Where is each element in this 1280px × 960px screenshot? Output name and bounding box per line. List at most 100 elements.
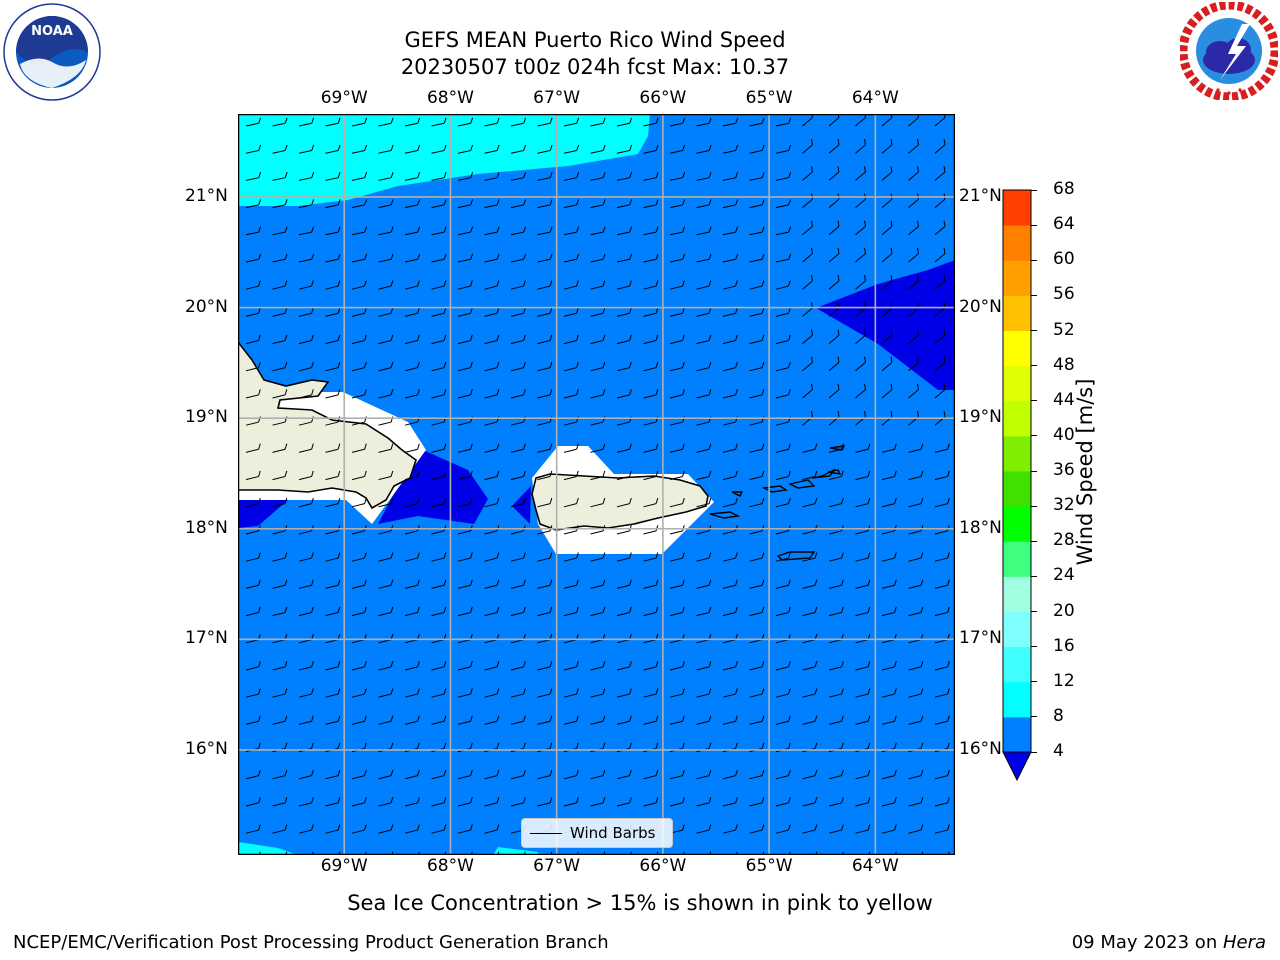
wind-barb xyxy=(537,579,553,589)
map-title: GEFS MEAN Puerto Rico Wind Speed xyxy=(404,28,786,52)
wind-barb xyxy=(881,797,897,807)
wind-barb xyxy=(775,579,791,589)
wind-barb xyxy=(431,361,447,372)
wind-barb xyxy=(908,383,919,399)
wind-barb xyxy=(934,329,946,344)
wind-barb xyxy=(457,361,473,372)
wind-barb xyxy=(881,606,897,617)
colorbar-tick-label: 48 xyxy=(1053,354,1075,375)
wind-barb xyxy=(484,361,500,372)
wind-barb xyxy=(616,361,632,372)
wind-barb xyxy=(934,166,946,181)
wind-barb xyxy=(563,661,579,671)
wind-barb xyxy=(908,470,924,481)
wind-barb xyxy=(934,497,950,508)
wind-barb xyxy=(272,579,288,589)
wind-barb xyxy=(881,552,897,562)
wind-barb xyxy=(828,688,844,698)
wind-barb xyxy=(272,361,288,372)
wind-barb xyxy=(590,769,606,780)
colorbar-tick-mark xyxy=(1031,189,1037,191)
wind-barb xyxy=(669,226,686,236)
wind-barb xyxy=(510,361,526,372)
wind-barb xyxy=(696,579,712,589)
wind-barb xyxy=(696,172,712,181)
wind-barb xyxy=(749,172,765,181)
colorbar-tick-mark xyxy=(1031,646,1037,648)
wind-barb xyxy=(696,470,712,481)
wind-barb xyxy=(722,552,738,562)
wind-barb xyxy=(563,579,579,589)
wind-barb xyxy=(934,383,946,399)
wind-barb xyxy=(457,606,473,617)
lat-label-right: 17°N xyxy=(959,628,1002,649)
wind-barb xyxy=(722,389,738,399)
wind-barb xyxy=(431,661,447,671)
wind-barb xyxy=(484,144,500,154)
wind-barb xyxy=(245,715,261,725)
wind-barb xyxy=(298,661,314,671)
wind-barb xyxy=(484,172,500,181)
wind-barb xyxy=(802,275,813,290)
wind-barb xyxy=(696,361,712,372)
wind-barb xyxy=(590,307,606,317)
wind-barb xyxy=(722,715,738,725)
lon-label-bottom: 67°W xyxy=(533,856,581,876)
wind-barb xyxy=(431,769,447,780)
wind-barb xyxy=(298,389,314,399)
colorbar-segment xyxy=(1003,435,1031,472)
wind-barb xyxy=(351,579,367,589)
wind-barb xyxy=(828,769,844,780)
wind-barb xyxy=(749,797,765,807)
wind-barb xyxy=(590,688,606,698)
lat-label-left: 16°N xyxy=(185,738,228,759)
wind-barb xyxy=(643,497,659,508)
wind-barb xyxy=(378,824,394,834)
wind-barb xyxy=(775,117,792,127)
wind-barb xyxy=(457,117,474,127)
wind-barb xyxy=(855,356,866,372)
wind-barb xyxy=(431,443,447,453)
wind-barb xyxy=(616,552,632,562)
lon-label-bottom: 69°W xyxy=(320,856,368,876)
wind-barb xyxy=(272,117,288,127)
wind-barb xyxy=(722,172,739,181)
wind-barb xyxy=(669,470,685,481)
lon-label-bottom: 64°W xyxy=(851,856,899,876)
wind-barb xyxy=(298,443,314,453)
wind-barb xyxy=(537,715,553,725)
wind-barb xyxy=(325,470,341,481)
wind-barb xyxy=(351,688,367,698)
wind-barb xyxy=(881,275,893,290)
wind-barb xyxy=(245,389,261,399)
lat-label-left: 17°N xyxy=(185,628,228,649)
wind-barb xyxy=(272,389,288,399)
wind-barb xyxy=(749,199,765,209)
wind-barb xyxy=(378,389,394,399)
colorbar-tick-mark xyxy=(1031,505,1037,507)
wind-barb xyxy=(722,117,739,127)
wind-barb xyxy=(855,329,866,344)
wind-barb xyxy=(378,579,394,589)
wind-barb xyxy=(828,166,840,181)
wind-barb xyxy=(749,334,765,345)
wind-barb xyxy=(696,443,712,453)
wind-barb xyxy=(325,199,341,209)
wind-barb xyxy=(722,769,738,780)
wind-barb xyxy=(802,166,813,181)
wind-barb xyxy=(245,307,261,317)
wind-barb xyxy=(325,307,341,317)
wind-barb xyxy=(749,307,765,317)
wind-barb xyxy=(457,443,473,453)
wind-barb xyxy=(537,443,553,453)
wind-barb xyxy=(457,280,473,290)
wind-barb xyxy=(934,552,950,562)
wind-barb xyxy=(775,144,792,154)
wind-barb xyxy=(563,715,579,725)
wind-barb xyxy=(378,497,394,508)
wind-barb xyxy=(643,144,659,154)
wind-barb xyxy=(616,606,632,617)
wind-barb xyxy=(298,307,314,317)
wind-barb xyxy=(378,172,394,181)
wind-barb xyxy=(828,715,844,725)
